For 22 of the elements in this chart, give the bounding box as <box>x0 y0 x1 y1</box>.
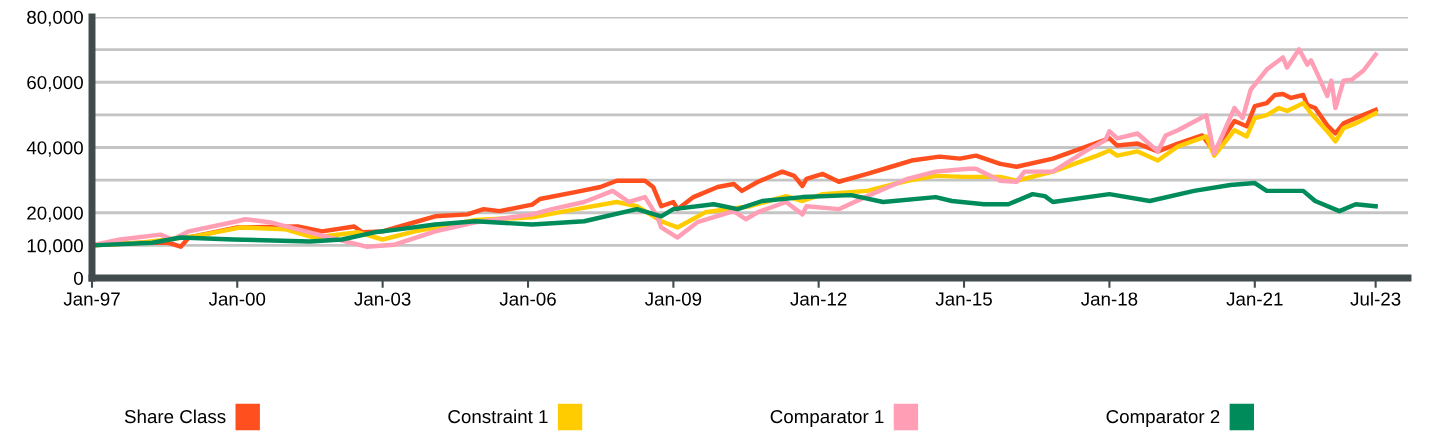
x-tick-label: Jan-06 <box>499 292 556 306</box>
x-tick-label: Jan-21 <box>1226 292 1283 306</box>
x-tick-label: Jan-18 <box>1081 292 1138 306</box>
x-tick-label: Jan-03 <box>354 292 411 306</box>
x-tick-label: Jan-15 <box>935 292 992 306</box>
y-tick-label: 60,000 <box>27 75 83 92</box>
legend-label: Comparator 2 <box>1106 409 1220 427</box>
line-series <box>92 47 1378 249</box>
line-series <box>92 180 1378 248</box>
legend-label: Constraint 1 <box>448 409 548 424</box>
x-tick-label: Jan-00 <box>208 292 266 306</box>
legend-label: Share Class <box>124 409 226 424</box>
y-tick-label: 80,000 <box>27 10 83 27</box>
x-tick-label: Jan-09 <box>645 292 702 306</box>
x-tick-label: Jul-23 <box>1350 291 1401 306</box>
y-tick-label: 0 <box>73 271 83 285</box>
y-tick-label: 20,000 <box>27 206 83 222</box>
y-tick-label: 40,000 <box>26 141 83 157</box>
legend-label: Comparator 1 <box>770 409 884 427</box>
x-tick-label: Jan-97 <box>63 292 120 306</box>
y-tick-label: 10,000 <box>27 239 83 255</box>
x-tick-label: Jan-12 <box>790 292 847 306</box>
